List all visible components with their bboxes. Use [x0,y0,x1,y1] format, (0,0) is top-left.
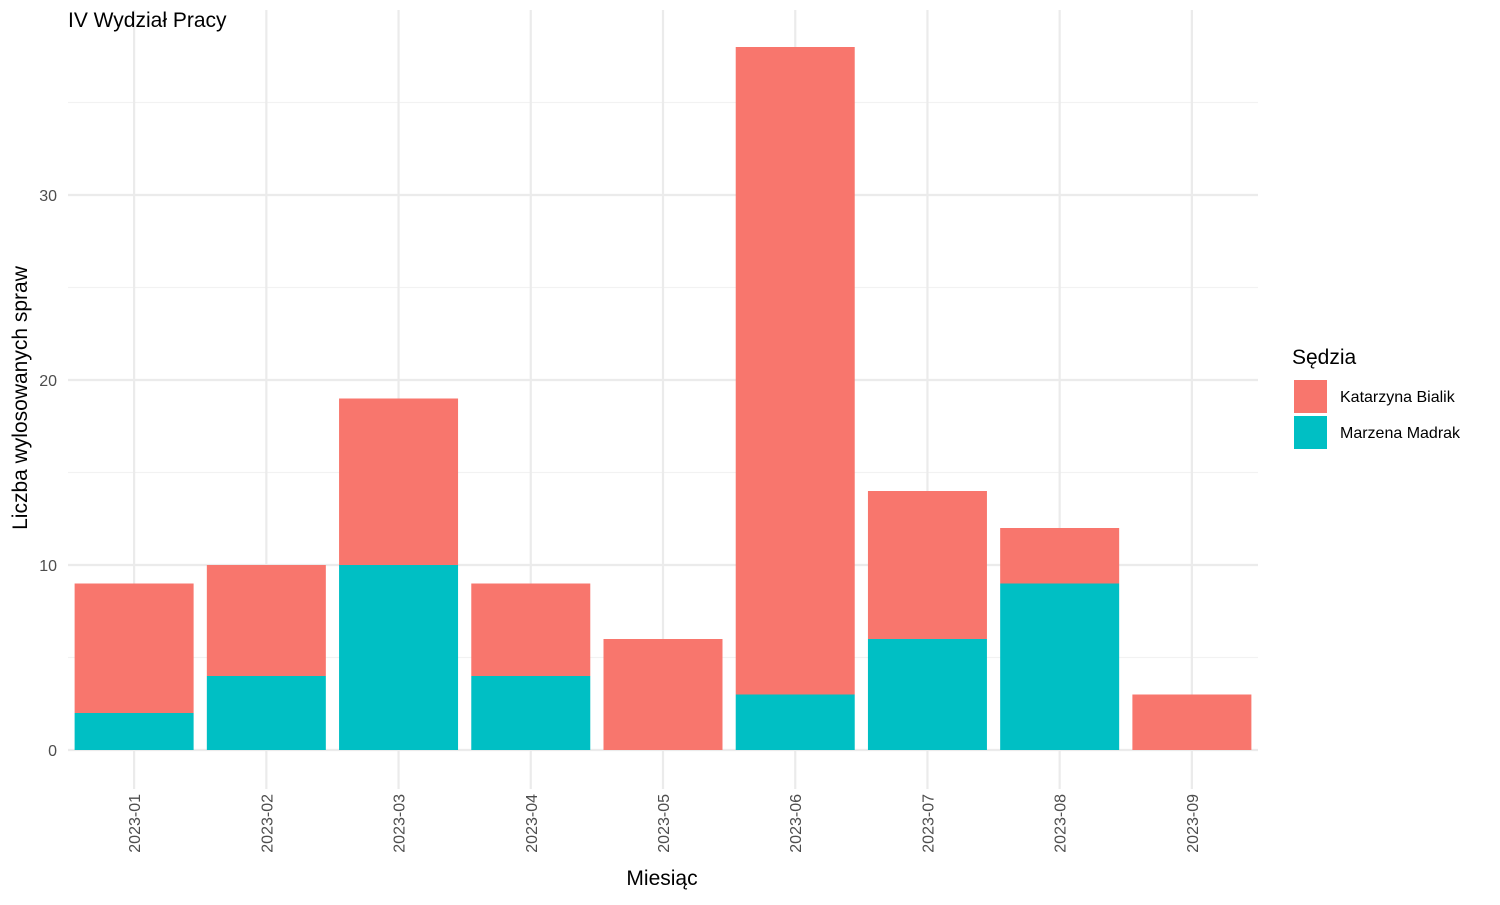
y-axis-title: Liczba wylosowanych spraw [9,265,32,530]
legend-swatch-katarzyna-bialik [1294,380,1327,413]
bar-marzena-madrak-2023-03 [339,565,459,750]
x-tick-labels: 2023-01 2023-02 2023-03 2023-04 2023-05 2023-… [127,794,1202,853]
legend-label-katarzyna-bialik: Katarzyna Bialik [1340,389,1456,406]
legend: Sędzia Katarzyna Bialik Marzena Madrak [1292,346,1461,449]
y-tick-labels: 0 10 20 30 [39,188,57,760]
bar-marzena-madrak-2023-07 [867,639,987,750]
bar-katarzyna-bialik-2023-08 [1000,528,1120,584]
bar-marzena-madrak-2023-06 [735,694,855,750]
x-tick-label: 2023-09 [1185,794,1202,853]
legend-label-marzena-madrak: Marzena Madrak [1340,425,1461,442]
x-tick-label: 2023-06 [788,794,805,853]
y-tick-label: 30 [39,188,57,205]
bar-katarzyna-bialik-2023-06 [735,47,855,695]
x-tick-label: 2023-05 [656,794,673,853]
bars-layer [74,47,1252,750]
x-tick-label: 2023-01 [127,794,144,853]
bar-katarzyna-bialik-2023-09 [1132,694,1252,750]
x-tick-label: 2023-08 [1053,794,1070,853]
x-tick-label: 2023-02 [259,794,276,853]
chart-title: IV Wydział Pracy [68,9,227,32]
bar-marzena-madrak-2023-01 [74,713,194,750]
x-tick-label: 2023-07 [920,794,937,853]
y-tick-label: 20 [39,373,57,390]
bar-marzena-madrak-2023-08 [1000,583,1120,750]
x-tick-label: 2023-04 [524,794,541,853]
y-tick-label: 0 [48,743,57,760]
bar-katarzyna-bialik-2023-03 [339,398,459,565]
bar-katarzyna-bialik-2023-07 [867,491,987,639]
x-tick-label: 2023-03 [392,794,409,853]
bar-marzena-madrak-2023-02 [206,676,326,750]
bar-katarzyna-bialik-2023-05 [603,639,723,750]
x-axis-title: Miesiąc [626,867,697,890]
legend-items: Katarzyna Bialik Marzena Madrak [1294,380,1461,449]
bar-katarzyna-bialik-2023-04 [471,583,591,676]
bar-marzena-madrak-2023-04 [471,676,591,750]
legend-title: Sędzia [1292,346,1357,369]
bar-katarzyna-bialik-2023-01 [74,583,194,713]
legend-swatch-marzena-madrak [1294,416,1327,449]
y-tick-label: 10 [39,558,57,575]
bar-katarzyna-bialik-2023-02 [206,565,326,676]
